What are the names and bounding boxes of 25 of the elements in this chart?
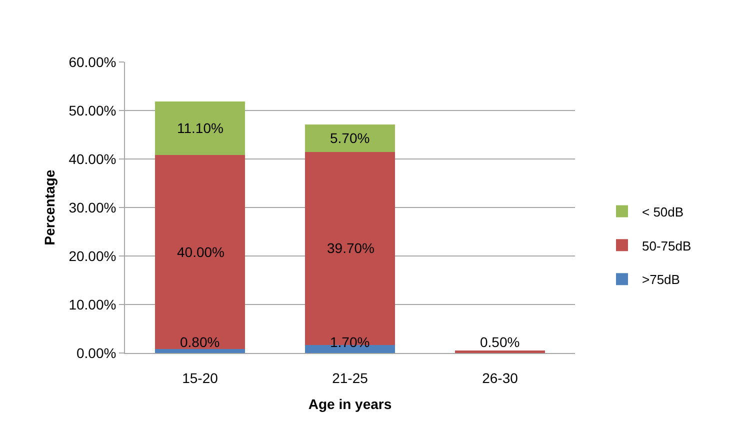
data-label: 0.80% [180, 334, 220, 350]
legend-label: >75dB [642, 272, 680, 288]
bar [155, 349, 245, 353]
y-tick-label: 0.00% [76, 344, 116, 361]
data-label: 5.70% [330, 130, 370, 146]
y-tick-label: 30.00% [68, 199, 116, 216]
data-label: 0.50% [480, 334, 520, 350]
x-tick-label: 21-25 [332, 370, 368, 386]
y-tick-label: 10.00% [68, 296, 116, 312]
y-axis-title: Percentage [41, 170, 58, 246]
y-tick-label: 20.00% [68, 248, 116, 264]
x-axis-title: Age in years [308, 396, 392, 412]
bar [305, 124, 395, 152]
x-tick-label: 15-20 [182, 370, 218, 386]
data-label: 11.10% [177, 120, 224, 136]
bar [155, 101, 245, 156]
y-tick-label: 40.00% [68, 150, 116, 167]
legend-label: 50-75dB [642, 238, 692, 254]
y-tick-label: 50.00% [68, 102, 116, 118]
y-tick-label: 60.00% [68, 54, 116, 70]
bar [155, 155, 245, 350]
data-label: 40.00% [177, 244, 224, 260]
legend-label: < 50dB [642, 204, 684, 220]
x-tick-label: 26-30 [482, 370, 518, 386]
data-label: 39.70% [327, 240, 374, 256]
